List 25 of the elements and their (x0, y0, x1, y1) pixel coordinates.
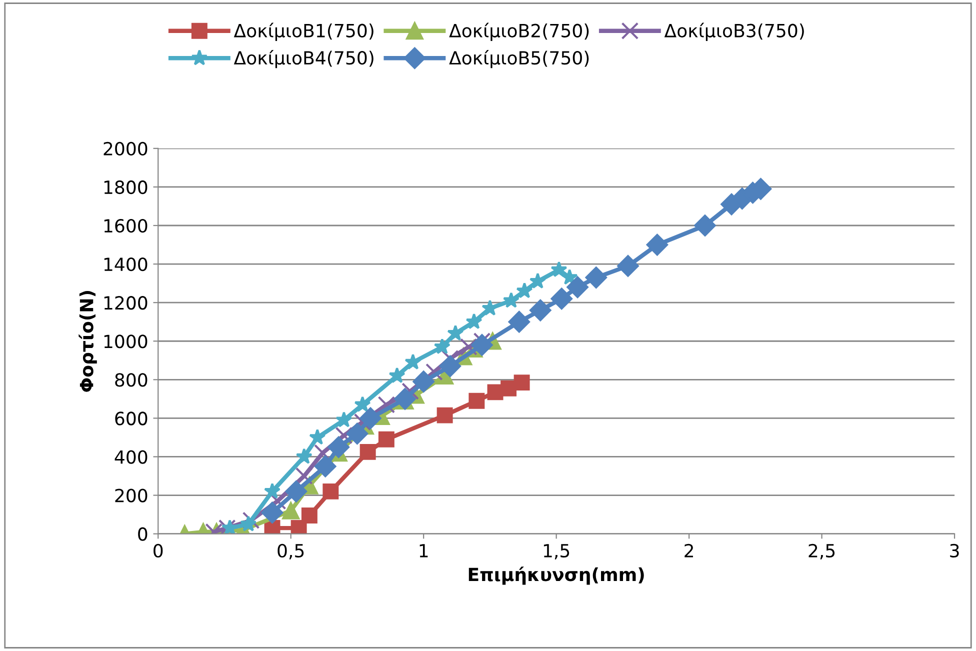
legend-label: ΔοκίμιοB5(750) (449, 50, 589, 68)
y-tick-label: 1800 (104, 180, 148, 194)
x-tick-label: 3 (950, 544, 959, 558)
y-tick-label: 400 (114, 450, 148, 464)
x-axis-title: Επιμήκυνση(mm) (468, 566, 644, 585)
x-tick-label: 0 (154, 544, 163, 558)
x-tick-label: 2,5 (808, 544, 835, 560)
y-tick-label: 200 (115, 488, 148, 502)
legend-label: ΔοκίμιοB3(750) (664, 22, 804, 41)
legend-label: ΔοκίμιοB1(750) (234, 22, 374, 41)
y-axis-title: Φορτίο(N) (78, 291, 97, 392)
x-tick-label: 1,5 (544, 544, 570, 560)
legend-label: ΔοκίμιοB2(750) (449, 22, 589, 41)
legend-label: ΔοκίμιοB4(750) (234, 50, 374, 68)
y-tick-label: 2000 (104, 142, 148, 156)
x-tick-label: 0,5 (278, 544, 304, 560)
y-tick-label: 1400 (104, 258, 148, 272)
x-tick-label: 2 (684, 544, 693, 558)
y-tick-label: 1200 (104, 296, 148, 310)
y-tick-label: 600 (115, 412, 148, 426)
x-tick-label: 1 (420, 544, 428, 558)
y-tick-label: 1000 (104, 334, 148, 348)
y-tick-label: 0 (138, 527, 148, 541)
y-tick-label: 1600 (104, 218, 148, 233)
y-tick-label: 800 (115, 373, 148, 387)
